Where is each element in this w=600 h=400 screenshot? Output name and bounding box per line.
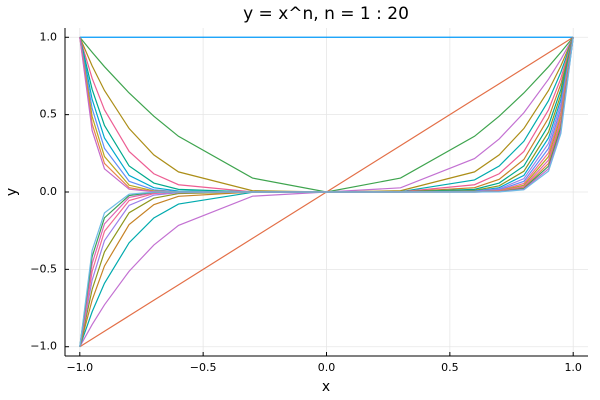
x-tick-label: 0.0 <box>318 361 336 374</box>
y-tick-label: 1.0 <box>40 30 58 43</box>
y-tick-label: 0.0 <box>40 185 58 198</box>
y-tick-label: −0.5 <box>30 262 57 275</box>
x-tick-label: 0.5 <box>441 361 459 374</box>
x-tick-label: 1.0 <box>564 361 582 374</box>
x-tick-label: −1.0 <box>66 361 93 374</box>
x-axis-label: x <box>322 379 330 395</box>
series-line <box>79 37 574 347</box>
y-axis-label: y <box>4 188 20 196</box>
y-tick-label: −1.0 <box>30 340 57 353</box>
chart-title: y = x^n, n = 1 : 20 <box>243 4 409 24</box>
x-tick-label: −0.5 <box>190 361 217 374</box>
y-tick-label: 0.5 <box>40 108 58 121</box>
